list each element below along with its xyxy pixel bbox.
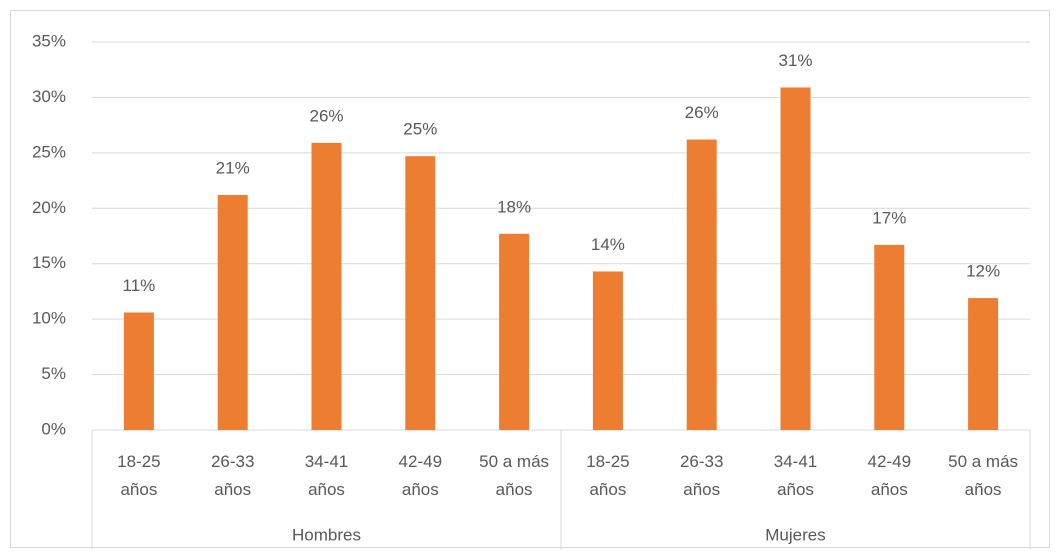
bar [217, 194, 248, 430]
x-tick-label: 34-41 años [304, 452, 349, 499]
y-tick-label: 30% [32, 87, 66, 106]
group-label: Hombres [292, 525, 361, 544]
data-label: 26% [685, 103, 719, 122]
y-tick-label: 15% [32, 253, 66, 272]
x-tick-label: 34-41 años [773, 452, 818, 499]
data-label: 18% [497, 197, 531, 216]
x-tick-label: 26-33 años [679, 452, 724, 499]
bar [123, 312, 154, 430]
bar [311, 142, 342, 430]
y-tick-label: 25% [32, 142, 66, 161]
data-label: 31% [778, 51, 812, 70]
data-label: 12% [966, 262, 1000, 281]
chart-border [10, 10, 1050, 548]
x-tick-label: 42-49 años [867, 452, 912, 499]
data-label: 21% [216, 158, 250, 177]
y-tick-label: 5% [41, 364, 66, 383]
bar [499, 233, 530, 430]
x-tick-label: 26-33 años [210, 452, 255, 499]
bar [968, 298, 999, 430]
x-tick-label: 50 a más años [479, 452, 550, 499]
data-label: 11% [123, 276, 156, 295]
data-label: 17% [872, 208, 906, 227]
bar [592, 271, 623, 430]
group-label: Mujeres [765, 525, 825, 544]
bar [874, 244, 905, 430]
bar [780, 87, 811, 431]
x-tick-label: 42-49 años [398, 452, 443, 499]
x-tick-label: 50 a más años [948, 452, 1019, 499]
y-tick-label: 20% [32, 198, 66, 217]
y-tick-label: 0% [41, 419, 66, 438]
x-tick-label: 18-25 años [586, 452, 630, 499]
data-label: 25% [403, 120, 437, 139]
y-tick-label: 10% [32, 309, 66, 328]
bar [686, 139, 717, 430]
bar [405, 156, 436, 430]
data-label: 26% [309, 106, 343, 125]
y-tick-label: 35% [32, 31, 66, 50]
x-tick-label: 18-25 años [117, 452, 161, 499]
data-label: 14% [591, 235, 625, 254]
